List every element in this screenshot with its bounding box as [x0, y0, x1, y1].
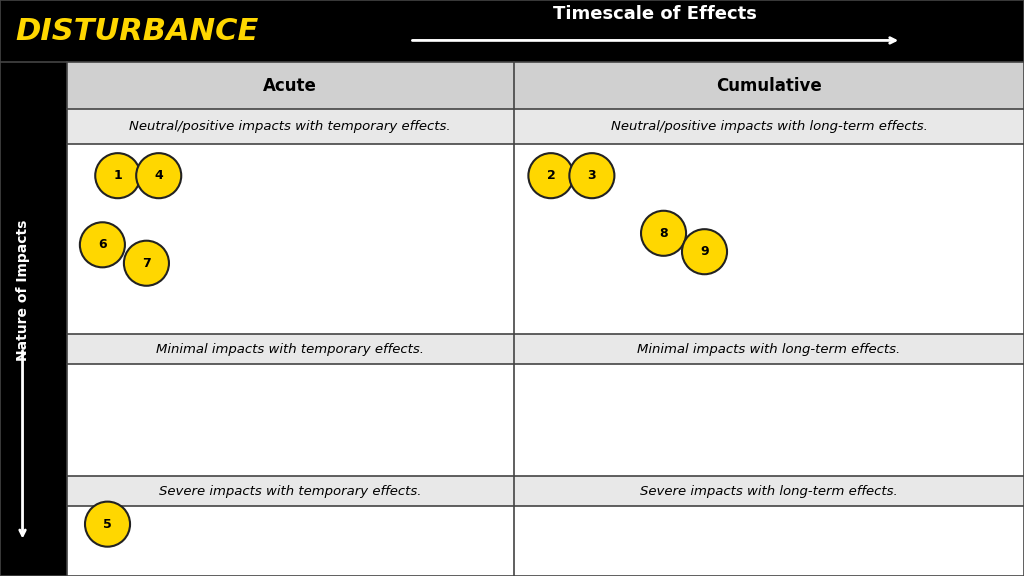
- Ellipse shape: [80, 222, 125, 267]
- Text: 6: 6: [98, 238, 106, 251]
- Text: 8: 8: [659, 227, 668, 240]
- Text: Neutral/positive impacts with temporary effects.: Neutral/positive impacts with temporary …: [129, 120, 452, 133]
- Bar: [67, 62, 1024, 109]
- Ellipse shape: [85, 502, 130, 547]
- Ellipse shape: [95, 153, 140, 198]
- Text: 5: 5: [103, 518, 112, 530]
- Text: Severe: Severe: [27, 517, 40, 566]
- Text: Nature of Impacts: Nature of Impacts: [15, 219, 30, 361]
- Ellipse shape: [136, 153, 181, 198]
- Bar: [67, 476, 1024, 506]
- Text: Severe impacts with temporary effects.: Severe impacts with temporary effects.: [159, 485, 422, 498]
- Text: Minimal impacts with long-term effects.: Minimal impacts with long-term effects.: [637, 343, 901, 355]
- Text: 2: 2: [547, 169, 555, 182]
- Text: Neutral/Positive: Neutral/Positive: [27, 183, 40, 295]
- Text: 1: 1: [114, 169, 122, 182]
- Text: Acute: Acute: [263, 77, 317, 95]
- Text: Timescale of Effects: Timescale of Effects: [553, 5, 758, 22]
- Ellipse shape: [641, 211, 686, 256]
- Text: Neutral/positive impacts with long-term effects.: Neutral/positive impacts with long-term …: [610, 120, 928, 133]
- Text: Cumulative: Cumulative: [716, 77, 822, 95]
- Text: Severe impacts with long-term effects.: Severe impacts with long-term effects.: [640, 485, 898, 498]
- Text: Minimal: Minimal: [27, 393, 40, 448]
- Text: 9: 9: [700, 245, 709, 258]
- Ellipse shape: [528, 153, 573, 198]
- Ellipse shape: [124, 241, 169, 286]
- Text: 3: 3: [588, 169, 596, 182]
- Bar: [67, 334, 1024, 364]
- Text: 7: 7: [142, 257, 151, 270]
- Text: Minimal impacts with temporary effects.: Minimal impacts with temporary effects.: [157, 343, 424, 355]
- Bar: [67, 109, 1024, 144]
- Bar: [67, 62, 1024, 576]
- Ellipse shape: [569, 153, 614, 198]
- Text: DISTURBANCE: DISTURBANCE: [15, 17, 259, 46]
- Bar: [0, 62, 67, 576]
- Ellipse shape: [682, 229, 727, 274]
- Text: 4: 4: [155, 169, 163, 182]
